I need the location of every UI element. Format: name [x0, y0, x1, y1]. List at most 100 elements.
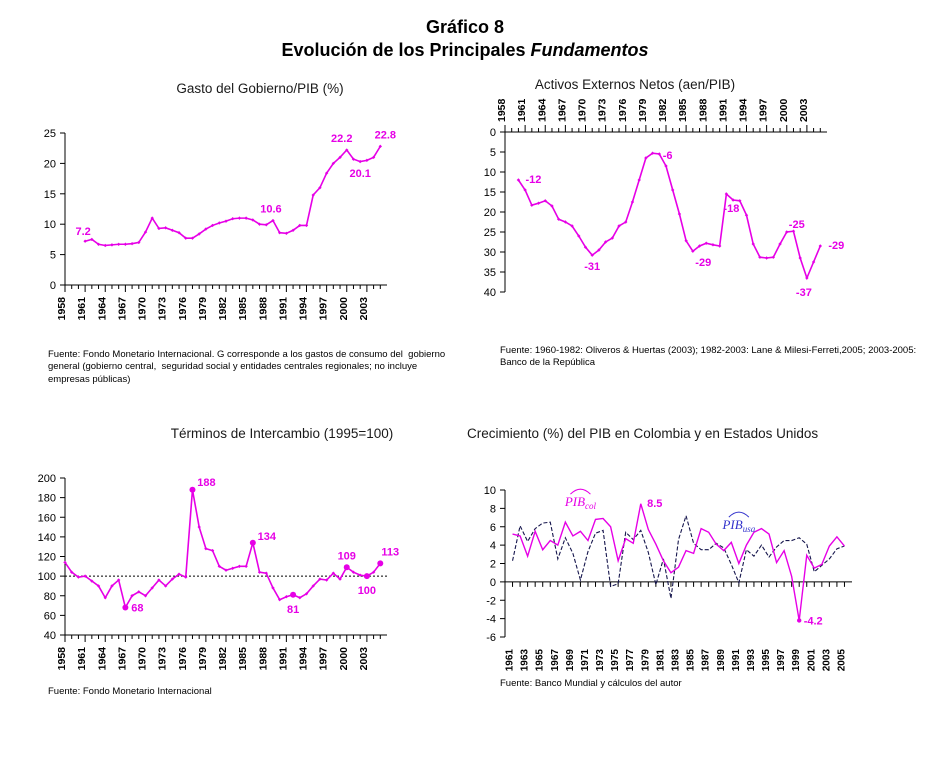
svg-text:1988: 1988	[257, 647, 269, 671]
svg-text:1977: 1977	[625, 649, 636, 672]
svg-text:25: 25	[484, 227, 496, 239]
svg-text:-31: -31	[584, 261, 600, 273]
svg-text:1979: 1979	[197, 297, 209, 321]
svg-text:4: 4	[490, 540, 496, 552]
svg-text:1961: 1961	[76, 297, 88, 321]
svg-text:1982: 1982	[217, 297, 229, 321]
svg-text:-18: -18	[723, 203, 739, 215]
svg-text:80: 80	[44, 591, 56, 603]
svg-text:15: 15	[44, 189, 56, 201]
svg-text:-2: -2	[486, 595, 496, 607]
svg-text:1970: 1970	[577, 98, 589, 122]
svg-text:40: 40	[44, 630, 56, 642]
svg-text:PIBusa: PIBusa	[721, 517, 755, 534]
svg-text:1963: 1963	[520, 649, 531, 672]
svg-text:1970: 1970	[137, 297, 149, 321]
svg-text:1965: 1965	[535, 649, 546, 672]
svg-text:2001: 2001	[806, 649, 817, 672]
svg-text:30: 30	[484, 247, 496, 259]
svg-text:2003: 2003	[821, 649, 832, 672]
svg-text:20.1: 20.1	[349, 168, 370, 180]
svg-text:0: 0	[50, 280, 56, 292]
svg-text:PIBcol: PIBcol	[564, 494, 597, 511]
svg-text:10: 10	[484, 485, 496, 497]
svg-text:10: 10	[484, 167, 496, 179]
svg-text:1991: 1991	[277, 647, 289, 671]
svg-text:1964: 1964	[96, 647, 108, 671]
svg-text:1961: 1961	[76, 647, 88, 671]
svg-text:1985: 1985	[237, 297, 249, 321]
svg-text:Gasto del Gobierno/PIB (%): Gasto del Gobierno/PIB (%)	[176, 81, 343, 96]
svg-text:1991: 1991	[717, 98, 729, 122]
svg-text:160: 160	[38, 512, 56, 524]
svg-text:Términos de Intercambio (1995=: Términos de Intercambio (1995=100)	[171, 426, 394, 441]
svg-text:1988: 1988	[257, 297, 269, 321]
svg-text:60: 60	[44, 610, 56, 622]
svg-text:1961: 1961	[505, 649, 516, 672]
svg-text:1964: 1964	[536, 98, 548, 122]
svg-text:2000: 2000	[338, 647, 350, 671]
svg-text:1985: 1985	[237, 647, 249, 671]
svg-text:2003: 2003	[358, 297, 370, 321]
svg-text:1979: 1979	[640, 649, 651, 672]
svg-text:1987: 1987	[701, 649, 712, 672]
svg-text:1967: 1967	[550, 649, 561, 672]
svg-text:1976: 1976	[177, 297, 189, 321]
svg-text:1976: 1976	[177, 647, 189, 671]
svg-text:22.2: 22.2	[331, 133, 352, 145]
svg-text:81: 81	[287, 604, 299, 616]
svg-text:1985: 1985	[686, 649, 697, 672]
svg-text:20: 20	[44, 158, 56, 170]
svg-text:0: 0	[490, 127, 496, 139]
svg-text:1973: 1973	[157, 647, 169, 671]
svg-text:1997: 1997	[318, 647, 330, 671]
svg-text:0: 0	[490, 577, 496, 589]
svg-text:7.2: 7.2	[75, 226, 90, 238]
svg-text:180: 180	[38, 493, 56, 505]
svg-text:-6: -6	[486, 632, 496, 644]
svg-text:2003: 2003	[798, 98, 810, 122]
svg-text:1994: 1994	[298, 297, 310, 321]
svg-text:2000: 2000	[778, 98, 790, 122]
svg-text:1958: 1958	[56, 647, 68, 671]
svg-text:1982: 1982	[217, 647, 229, 671]
svg-text:-4.2: -4.2	[804, 615, 823, 627]
svg-text:22.8: 22.8	[375, 129, 396, 141]
svg-text:5: 5	[490, 147, 496, 159]
svg-text:1995: 1995	[761, 649, 772, 672]
svg-text:1973: 1973	[157, 297, 169, 321]
svg-text:1967: 1967	[116, 297, 128, 321]
svg-text:Crecimiento (%) del PIB en Col: Crecimiento (%) del PIB en Colombia y en…	[467, 426, 818, 441]
svg-text:-6: -6	[663, 150, 673, 162]
svg-text:188: 188	[197, 477, 215, 489]
svg-text:1989: 1989	[716, 649, 727, 672]
svg-text:1982: 1982	[657, 98, 669, 122]
svg-text:1967: 1967	[556, 98, 568, 122]
svg-text:1999: 1999	[791, 649, 802, 672]
svg-text:Activos Externos Netos (aen/PI: Activos Externos Netos (aen/PIB)	[535, 77, 735, 92]
svg-text:100: 100	[358, 585, 376, 597]
svg-text:1967: 1967	[116, 647, 128, 671]
svg-text:1985: 1985	[677, 98, 689, 122]
svg-text:100: 100	[38, 571, 56, 583]
svg-text:1994: 1994	[738, 98, 750, 122]
svg-text:1993: 1993	[746, 649, 757, 672]
svg-text:1973: 1973	[595, 649, 606, 672]
svg-text:1991: 1991	[277, 297, 289, 321]
svg-text:200: 200	[38, 473, 56, 485]
svg-text:1964: 1964	[96, 297, 108, 321]
svg-text:1979: 1979	[637, 98, 649, 122]
svg-text:8: 8	[490, 503, 496, 515]
svg-text:1997: 1997	[758, 98, 770, 122]
svg-text:1981: 1981	[655, 649, 666, 672]
svg-text:2003: 2003	[358, 647, 370, 671]
svg-text:-25: -25	[789, 219, 805, 231]
svg-text:1994: 1994	[298, 647, 310, 671]
svg-text:1997: 1997	[318, 297, 330, 321]
svg-text:35: 35	[484, 267, 496, 279]
svg-text:8.5: 8.5	[647, 498, 662, 510]
svg-text:109: 109	[338, 550, 356, 562]
svg-text:-37: -37	[796, 287, 812, 299]
svg-text:2000: 2000	[338, 297, 350, 321]
svg-text:2: 2	[490, 559, 496, 571]
